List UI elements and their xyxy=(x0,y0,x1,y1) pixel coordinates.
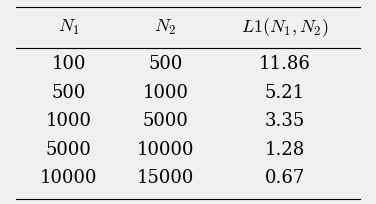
Text: 100: 100 xyxy=(51,55,86,73)
Text: $N_2$: $N_2$ xyxy=(155,18,177,37)
Text: 1000: 1000 xyxy=(143,84,189,102)
Text: 1.28: 1.28 xyxy=(265,141,305,159)
Text: 500: 500 xyxy=(149,55,183,73)
Text: 15000: 15000 xyxy=(137,169,194,187)
Text: 10000: 10000 xyxy=(40,169,97,187)
Text: 0.67: 0.67 xyxy=(265,169,305,187)
Text: 5000: 5000 xyxy=(45,141,91,159)
Text: $L1(N_1, N_2)$: $L1(N_1, N_2)$ xyxy=(241,16,329,39)
Text: 1000: 1000 xyxy=(45,112,92,130)
Text: 11.86: 11.86 xyxy=(259,55,311,73)
Text: 5000: 5000 xyxy=(143,112,188,130)
Text: 10000: 10000 xyxy=(137,141,194,159)
Text: 5.21: 5.21 xyxy=(265,84,305,102)
Text: 3.35: 3.35 xyxy=(265,112,305,130)
Text: $N_1$: $N_1$ xyxy=(58,18,79,37)
Text: 500: 500 xyxy=(52,84,86,102)
